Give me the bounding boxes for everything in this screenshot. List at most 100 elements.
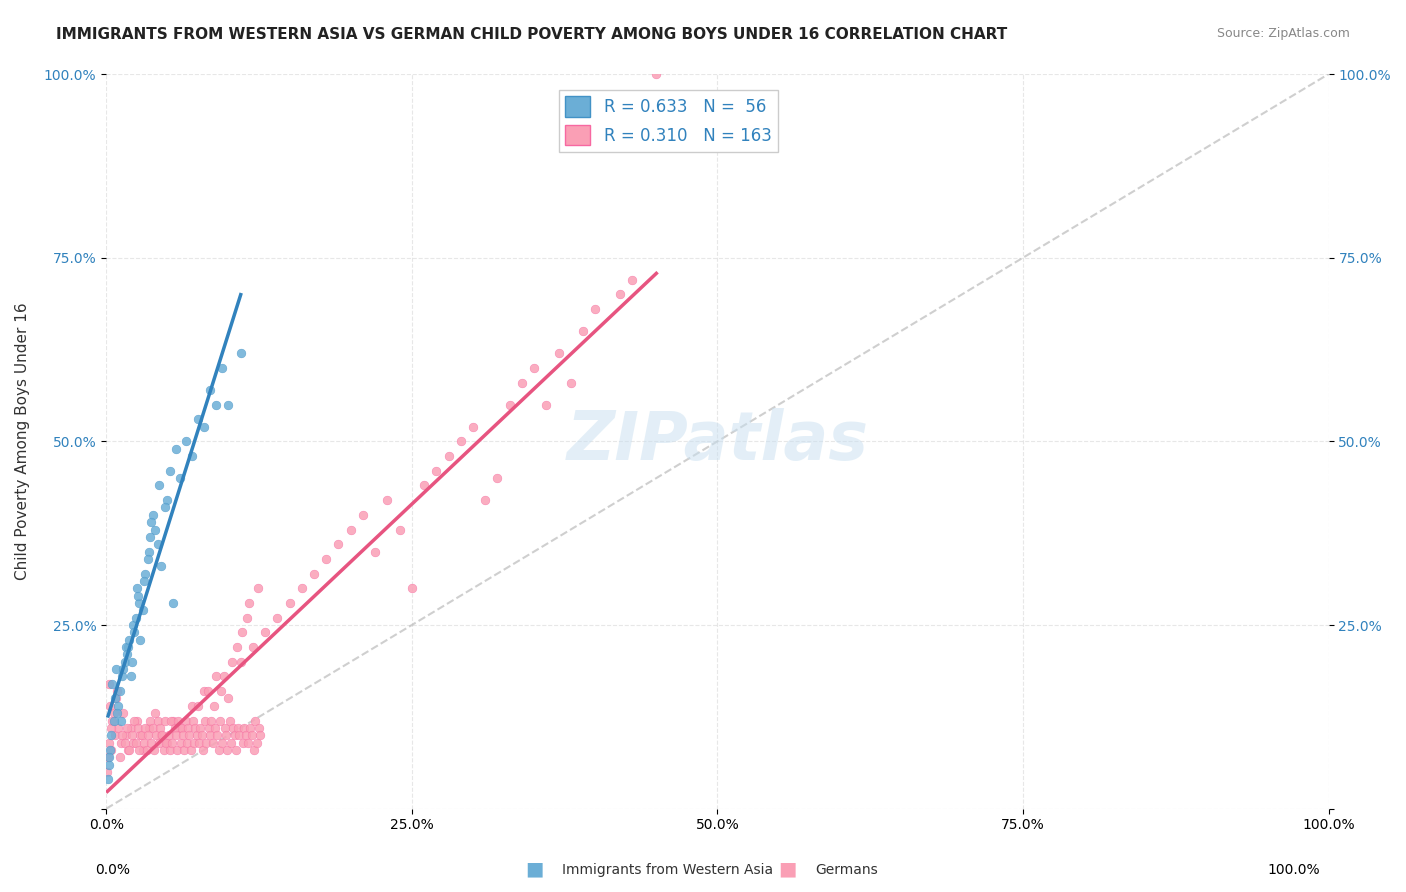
Point (208, 714, 231, 728)
Point (510, 376, 533, 390)
Point (97, 757, 120, 772)
Point (138, 721, 160, 735)
Point (110, 735, 132, 749)
Point (115, 648, 138, 662)
Point (166, 743, 188, 757)
Point (125, 582, 148, 596)
Point (145, 728, 167, 742)
Point (249, 728, 271, 742)
Point (132, 743, 155, 757)
Point (97, 750, 120, 764)
Point (236, 610, 259, 624)
Point (134, 574, 156, 588)
Point (121, 728, 143, 742)
Point (169, 471, 191, 485)
Point (170, 721, 193, 735)
Point (134, 721, 156, 735)
Point (136, 552, 159, 566)
Point (115, 721, 138, 735)
Point (184, 721, 207, 735)
Point (242, 640, 264, 654)
Point (104, 691, 127, 706)
Point (114, 655, 136, 669)
Point (152, 728, 174, 742)
Point (245, 714, 267, 728)
Point (157, 728, 180, 742)
Point (328, 537, 350, 551)
Point (222, 721, 245, 735)
Point (181, 714, 204, 728)
Point (245, 735, 267, 749)
Point (101, 677, 124, 691)
Point (129, 728, 152, 742)
Point (195, 735, 218, 749)
Point (124, 735, 146, 749)
Point (278, 596, 301, 610)
Point (205, 669, 228, 683)
Point (118, 632, 141, 647)
Point (174, 434, 197, 449)
Point (162, 714, 184, 728)
Point (152, 743, 174, 757)
Point (207, 728, 229, 742)
Text: ZIPatlas: ZIPatlas (567, 409, 869, 475)
Point (633, 103, 655, 118)
Point (132, 603, 155, 617)
Text: Germans: Germans (815, 863, 879, 877)
Point (364, 544, 387, 558)
Point (127, 589, 149, 603)
Point (209, 684, 232, 698)
Point (114, 640, 136, 654)
Point (211, 735, 233, 749)
Point (224, 728, 246, 742)
Point (108, 684, 131, 698)
Point (232, 735, 254, 749)
Point (186, 728, 208, 742)
Point (98, 750, 121, 764)
Y-axis label: Child Poverty Among Boys Under 16: Child Poverty Among Boys Under 16 (15, 302, 30, 580)
Point (124, 714, 146, 728)
Point (211, 360, 233, 375)
Point (134, 566, 156, 581)
Point (388, 523, 411, 537)
Point (180, 449, 202, 463)
Point (450, 434, 472, 449)
Point (231, 625, 253, 640)
Point (194, 714, 217, 728)
Point (112, 706, 135, 721)
Point (219, 735, 242, 749)
Point (114, 735, 136, 749)
Point (155, 735, 177, 749)
Point (136, 728, 159, 742)
Point (127, 721, 149, 735)
Point (162, 596, 184, 610)
Point (124, 625, 146, 640)
Point (111, 728, 134, 742)
Point (202, 698, 225, 713)
Point (120, 721, 142, 735)
Point (215, 728, 238, 742)
Point (229, 346, 252, 360)
Point (135, 743, 157, 757)
Point (134, 735, 156, 749)
Point (645, 67, 668, 81)
Point (187, 412, 209, 426)
Point (191, 743, 214, 757)
Text: IMMIGRANTS FROM WESTERN ASIA VS GERMAN CHILD POVERTY AMONG BOYS UNDER 16 CORRELA: IMMIGRANTS FROM WESTERN ASIA VS GERMAN C… (56, 27, 1008, 42)
Point (302, 566, 325, 581)
Point (146, 537, 169, 551)
Point (239, 721, 262, 735)
Point (218, 714, 240, 728)
Point (339, 523, 361, 537)
Point (183, 735, 205, 749)
Point (153, 714, 176, 728)
Point (254, 625, 277, 640)
Point (172, 728, 194, 742)
Point (246, 582, 269, 596)
Point (204, 721, 226, 735)
Point (141, 735, 163, 749)
Point (156, 493, 179, 508)
Point (98, 698, 121, 713)
Point (352, 508, 374, 522)
Point (176, 735, 198, 749)
